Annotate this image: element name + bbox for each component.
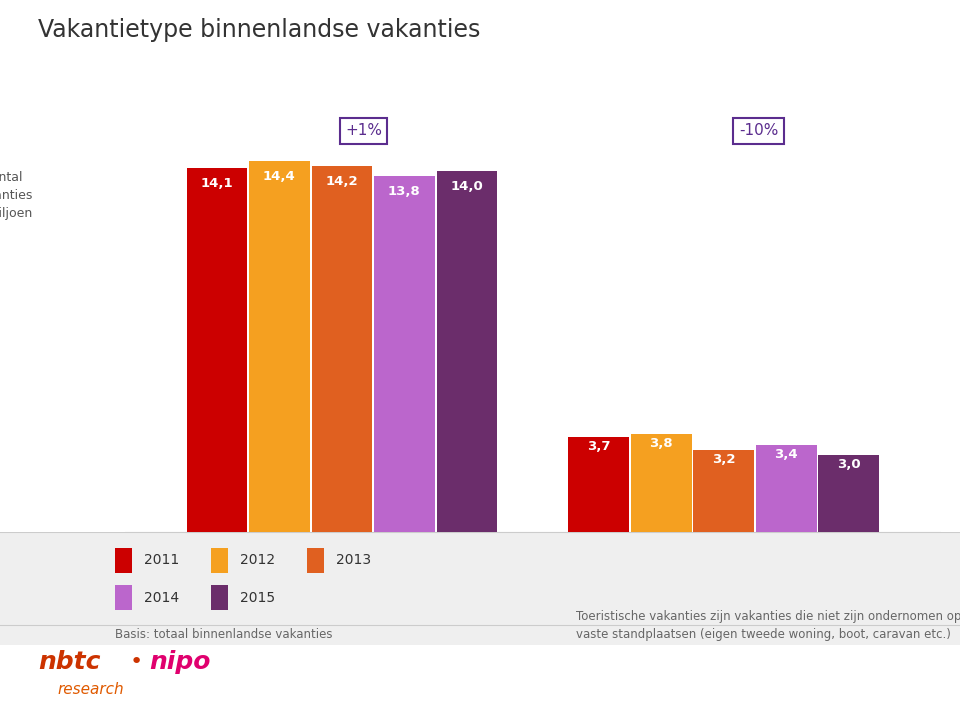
Text: 2012: 2012 <box>240 553 276 568</box>
Bar <box>819 455 879 532</box>
Text: 14,2: 14,2 <box>325 175 358 188</box>
Text: 13,8: 13,8 <box>388 185 420 198</box>
Text: nipo: nipo <box>149 650 210 674</box>
Text: 3,0: 3,0 <box>837 458 860 471</box>
Bar <box>249 161 310 532</box>
Bar <box>631 434 691 532</box>
Text: nbtc: nbtc <box>38 650 101 674</box>
Text: 14,1: 14,1 <box>201 178 233 190</box>
Text: 2013: 2013 <box>336 553 372 568</box>
Bar <box>115 548 132 573</box>
Bar <box>211 585 228 610</box>
Bar <box>437 171 497 532</box>
Text: Vakantietype binnenlandse vakanties: Vakantietype binnenlandse vakanties <box>38 18 481 42</box>
Text: 2014: 2014 <box>144 591 180 605</box>
Text: 3,4: 3,4 <box>775 448 798 460</box>
Text: toeristisch: toeristisch <box>301 559 382 575</box>
Text: 2011: 2011 <box>144 553 180 568</box>
Bar <box>374 176 435 532</box>
Text: aantal
vakanties
x miljoen: aantal vakanties x miljoen <box>0 171 34 220</box>
Text: 14,4: 14,4 <box>263 170 296 183</box>
Text: vaste standplaatsen (eigen tweede woning, boot, caravan etc.): vaste standplaatsen (eigen tweede woning… <box>576 628 950 642</box>
Bar <box>307 548 324 573</box>
Bar <box>756 445 817 532</box>
Text: •: • <box>130 652 143 672</box>
Text: 3,7: 3,7 <box>587 440 611 453</box>
Text: -10%: -10% <box>739 123 779 138</box>
Bar <box>311 166 372 532</box>
Text: 3,8: 3,8 <box>650 437 673 450</box>
Text: 14,0: 14,0 <box>450 180 483 193</box>
Text: 2015: 2015 <box>240 591 276 605</box>
Bar <box>211 548 228 573</box>
Bar <box>568 437 629 532</box>
Bar <box>115 585 132 610</box>
Text: Toeristische vakanties zijn vakanties die niet zijn ondernomen op: Toeristische vakanties zijn vakanties di… <box>576 611 960 623</box>
Text: research: research <box>58 682 124 697</box>
Text: vaste standplaats: vaste standplaats <box>656 559 792 575</box>
Bar <box>693 450 755 532</box>
Bar <box>186 168 247 532</box>
Text: Basis: totaal binnenlandse vakanties: Basis: totaal binnenlandse vakanties <box>115 628 333 642</box>
Text: 3,2: 3,2 <box>712 453 735 466</box>
Text: +1%: +1% <box>345 123 382 138</box>
